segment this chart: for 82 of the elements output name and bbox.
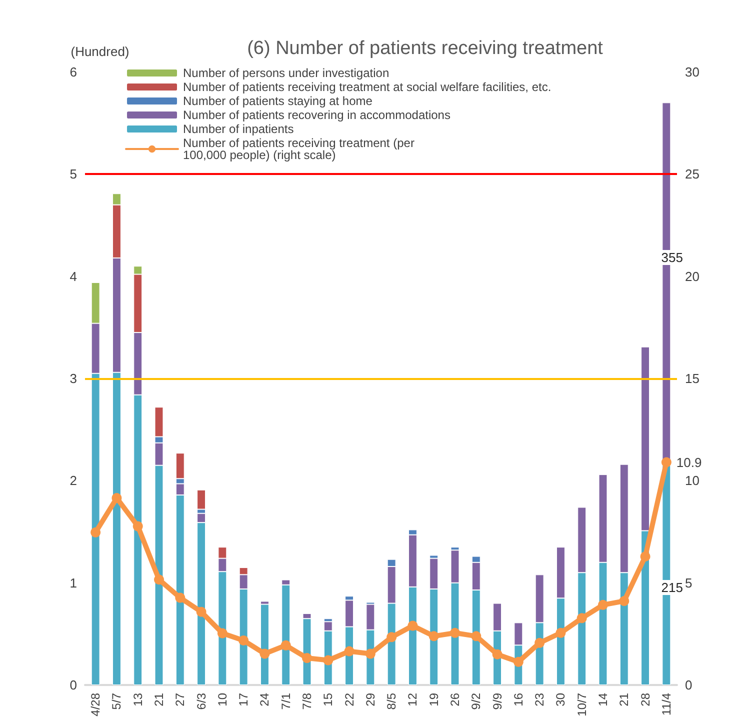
y-tick-label: 4: [70, 268, 77, 284]
point: [619, 596, 630, 606]
x-tick-label: 17: [236, 692, 251, 706]
x-tick-label: 23: [532, 692, 547, 706]
y-axis-title: (Hundred): [70, 44, 130, 59]
legend-label: Number of patients recovering in accommodations: [183, 108, 450, 122]
point: [661, 457, 672, 468]
point: [90, 527, 101, 538]
point: [365, 648, 376, 659]
y2-tick-label: 10: [685, 473, 700, 488]
point: [576, 613, 587, 624]
x-tick-label: 7/8: [300, 692, 314, 710]
point: [386, 632, 397, 642]
legend-label: Number of patients receiving treatment (per 100,000 people) (right scale): [183, 136, 418, 162]
x-tick-label: 19: [426, 692, 441, 706]
legend-label: Number of patients staying at home: [183, 94, 373, 108]
data-label: 10.9: [676, 454, 702, 470]
annotation: 215: [661, 580, 684, 595]
point: [534, 638, 545, 648]
point: [408, 620, 418, 631]
x-tick-label: 21: [617, 692, 632, 706]
y-tick-label: 2: [70, 473, 77, 488]
point: [492, 649, 502, 660]
point: [450, 628, 460, 638]
point: [640, 551, 650, 562]
y-tick-label: 6: [70, 64, 77, 80]
y-tick-label: 5: [70, 166, 77, 182]
y-tick-label: 3: [70, 371, 77, 386]
x-tick-label: 7/1: [278, 692, 293, 710]
y2-tick-label: 5: [685, 575, 692, 590]
point: [302, 653, 312, 664]
point: [344, 646, 354, 656]
x-tick-label: 9/2: [469, 692, 484, 710]
point: [598, 600, 608, 610]
point: [323, 655, 334, 666]
y-tick-label: 1: [70, 575, 77, 590]
legend-label: Number of persons under investigation: [183, 66, 390, 80]
x-tick-label: 4/28: [88, 692, 103, 716]
y2-tick-label: 25: [685, 166, 700, 182]
chart-title: (6) Number of patients receiving treatment: [247, 38, 604, 59]
y2-tick-label: 15: [685, 371, 700, 386]
point: [280, 640, 291, 650]
x-tick-label: 26: [448, 692, 462, 706]
point: [471, 631, 482, 642]
point: [260, 648, 270, 659]
x-tick-label: 6/3: [194, 692, 208, 710]
x-tick-label: 5/7: [110, 692, 124, 710]
x-tick-label: 13: [130, 692, 145, 706]
x-tick-label: 30: [554, 692, 568, 706]
point: [217, 628, 228, 638]
point: [428, 631, 439, 642]
x-tick-label: 24: [258, 692, 272, 706]
y2-tick-label: 30: [685, 64, 700, 80]
x-tick-label: 28: [638, 692, 652, 706]
point: [132, 521, 143, 532]
x-tick-label: 22: [342, 692, 356, 706]
x-tick-label: 10: [215, 692, 230, 706]
x-tick-label: 14: [596, 692, 610, 706]
x-tick-label: 12: [406, 692, 420, 706]
bar: [197, 490, 206, 510]
y-tick-label: 0: [70, 678, 77, 692]
x-tick-label: 27: [173, 692, 188, 706]
legend-label: Number of inpatients: [183, 122, 294, 136]
x-tick-label: 11/4: [659, 692, 674, 716]
x-tick-label: 9/9: [490, 692, 504, 710]
annotation: 355: [661, 250, 684, 265]
point: [154, 574, 164, 585]
x-tick-label: 16: [511, 692, 526, 706]
x-tick-label: 8/5: [384, 692, 399, 710]
y2-tick-label: 20: [685, 268, 700, 284]
x-tick-label: 15: [321, 692, 336, 706]
x-tick-label: 10/7: [574, 692, 589, 716]
point: [238, 635, 249, 646]
y2-tick-label: 0: [685, 678, 692, 692]
x-tick-label: 29: [363, 692, 378, 706]
legend-label: Number of patients receiving treatment at social welfare facilities, etc.: [183, 80, 552, 94]
point: [556, 628, 566, 638]
x-tick-label: 21: [152, 692, 166, 706]
point: [175, 592, 186, 603]
point: [196, 606, 206, 617]
point: [112, 493, 122, 504]
point: [513, 656, 524, 667]
